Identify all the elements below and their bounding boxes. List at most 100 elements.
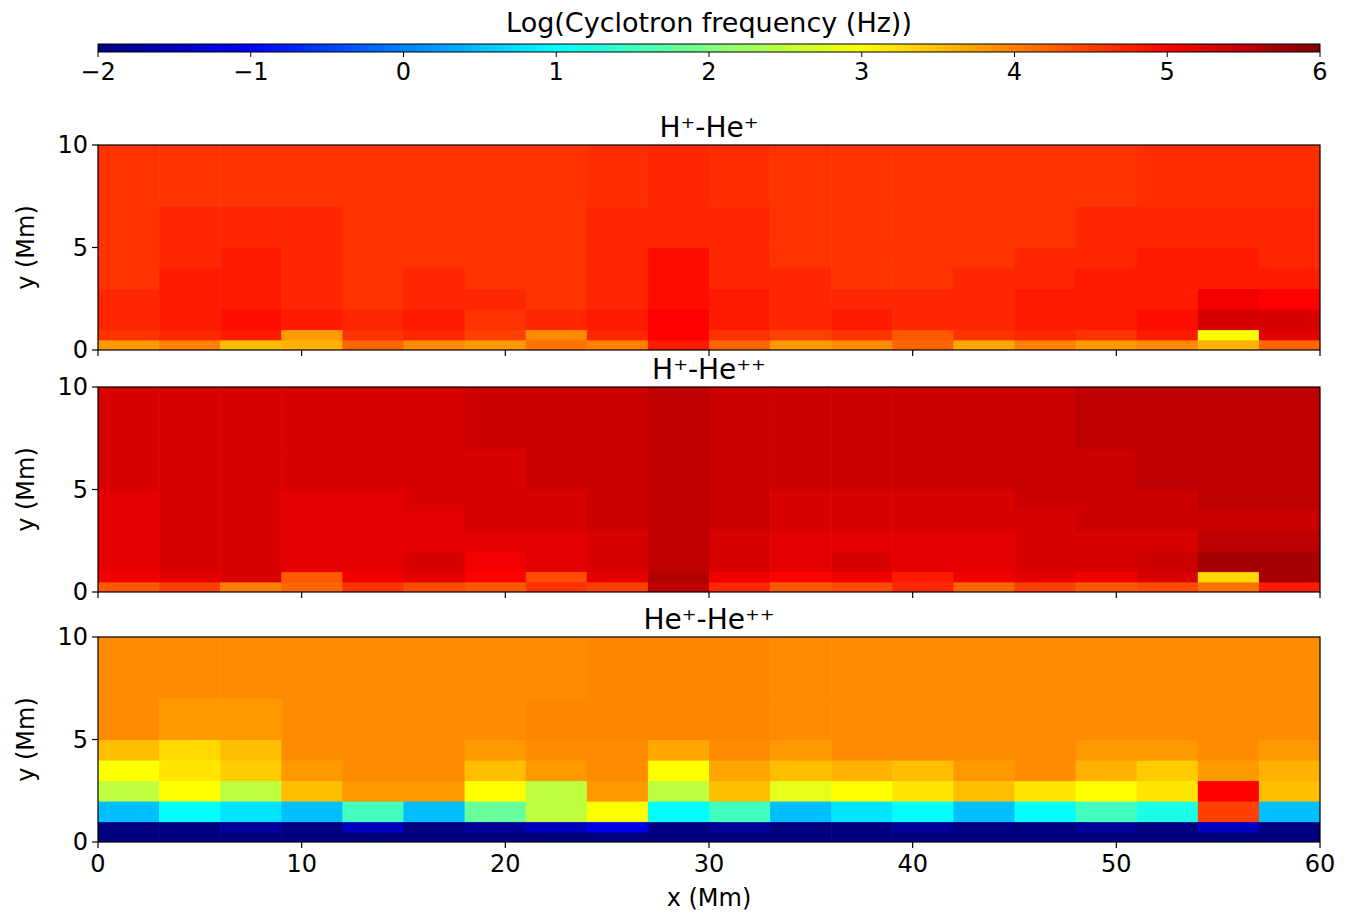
x-tick [912,842,913,848]
heatmap-cell [953,309,1015,330]
heatmap-cell [1015,449,1077,491]
x-tick [912,592,913,598]
heatmap-cell [892,145,954,207]
heatmap-cell [770,248,832,269]
heatmap-cell [526,531,588,552]
heatmap-cell [526,309,588,330]
heatmap-cell [98,637,160,699]
heatmap-cell [831,449,893,491]
heatmap-cell [1259,248,1320,269]
heatmap-cell [159,510,221,531]
heatmap-cell [1137,510,1199,531]
heatmap-cell [1259,760,1320,781]
heatmap-cell [1137,268,1199,289]
heatmap-cell [159,145,221,207]
heatmap-cell [281,572,343,583]
heatmap-cell [465,551,527,572]
heatmap-cell [892,289,954,310]
heatmap-cell [1076,309,1138,330]
heatmap-cell [526,490,588,511]
heatmap-cell [831,760,893,781]
heatmap-cell [953,289,1015,310]
heatmap-cell [831,551,893,572]
heatmap-cell [1198,572,1260,583]
heatmap-cell [281,330,343,341]
heatmap-cell [953,490,1015,511]
heatmap-cell [709,551,771,572]
heatmap-cell [648,145,710,207]
heatmap-cell [1015,268,1077,289]
heatmap-cell [281,309,343,330]
heatmap-cell [1259,699,1320,741]
heatmap-cell [342,531,404,552]
heatmap-cell [404,760,466,781]
heatmap-cell [892,740,954,761]
panel-title: H⁺-He⁺⁺ [652,353,766,386]
heatmap-cell [342,572,404,583]
heatmap-cell [1137,832,1199,842]
heatmap-cell [1259,832,1320,842]
heatmap-cell [1198,699,1260,741]
heatmap-cell [1076,490,1138,511]
heatmap-cell [281,490,343,511]
figure: Log(Cyclotron frequency (Hz))−2−10123456… [0,0,1353,916]
heatmap-cell [526,551,588,572]
x-tick-label: 60 [1305,850,1336,878]
heatmap-cell [281,268,343,289]
heatmap-cell [159,699,221,741]
heatmap-cell [220,330,282,341]
heatmap-cell [1137,289,1199,310]
heatmap-cell [526,832,588,842]
heatmap-cell [709,289,771,310]
heatmap-cell [281,822,343,833]
heatmap-cell [709,740,771,761]
colorbar-tick [98,52,99,57]
heatmap-cell [220,309,282,330]
heatmap-cell [220,582,282,592]
heatmap-cell [526,289,588,310]
heatmap-cell [770,289,832,310]
heatmap-cell [648,531,710,552]
heatmap-cell [648,740,710,761]
heatmap-cell [1137,760,1199,781]
heatmap-cell [587,289,649,310]
heatmap-cell [526,268,588,289]
heatmap-cell [526,760,588,781]
heatmap-cell [1076,781,1138,802]
heatmap-cell [220,510,282,531]
x-tick [708,842,709,848]
heatmap-cell [281,551,343,572]
heatmap-cell [98,822,160,833]
y-tick-label: 10 [57,623,88,651]
heatmap-cell [281,145,343,207]
heatmap-cell [709,510,771,531]
heatmap-cell [159,330,221,341]
x-tick [1116,842,1117,848]
heatmap-cell [953,268,1015,289]
heatmap-cell [648,289,710,310]
heatmap-cell [770,531,832,552]
heatmap-cell [1137,801,1199,822]
heatmap-cell [953,699,1015,741]
heatmap-cell [1137,822,1199,833]
heatmap-cell [709,248,771,269]
heatmap-cell [709,309,771,330]
heatmap-cell [587,637,649,699]
heatmap-cell [1198,309,1260,330]
heatmap-cell [1076,330,1138,341]
heatmap-cell [220,801,282,822]
heatmap-cells [98,387,1320,592]
heatmap-cell [709,207,771,249]
heatmap-cell [953,207,1015,249]
heatmap-cell [831,490,893,511]
heatmap-cell [1198,340,1260,350]
heatmap-cell [465,340,527,350]
heatmap-cell [281,781,343,802]
x-tick [301,842,302,848]
heatmap-cell [342,637,404,699]
heatmap-cell [648,510,710,531]
heatmap-cell [892,637,954,699]
heatmap-cell [1076,801,1138,822]
heatmap-cell [953,449,1015,491]
heatmap-cell [1198,289,1260,310]
